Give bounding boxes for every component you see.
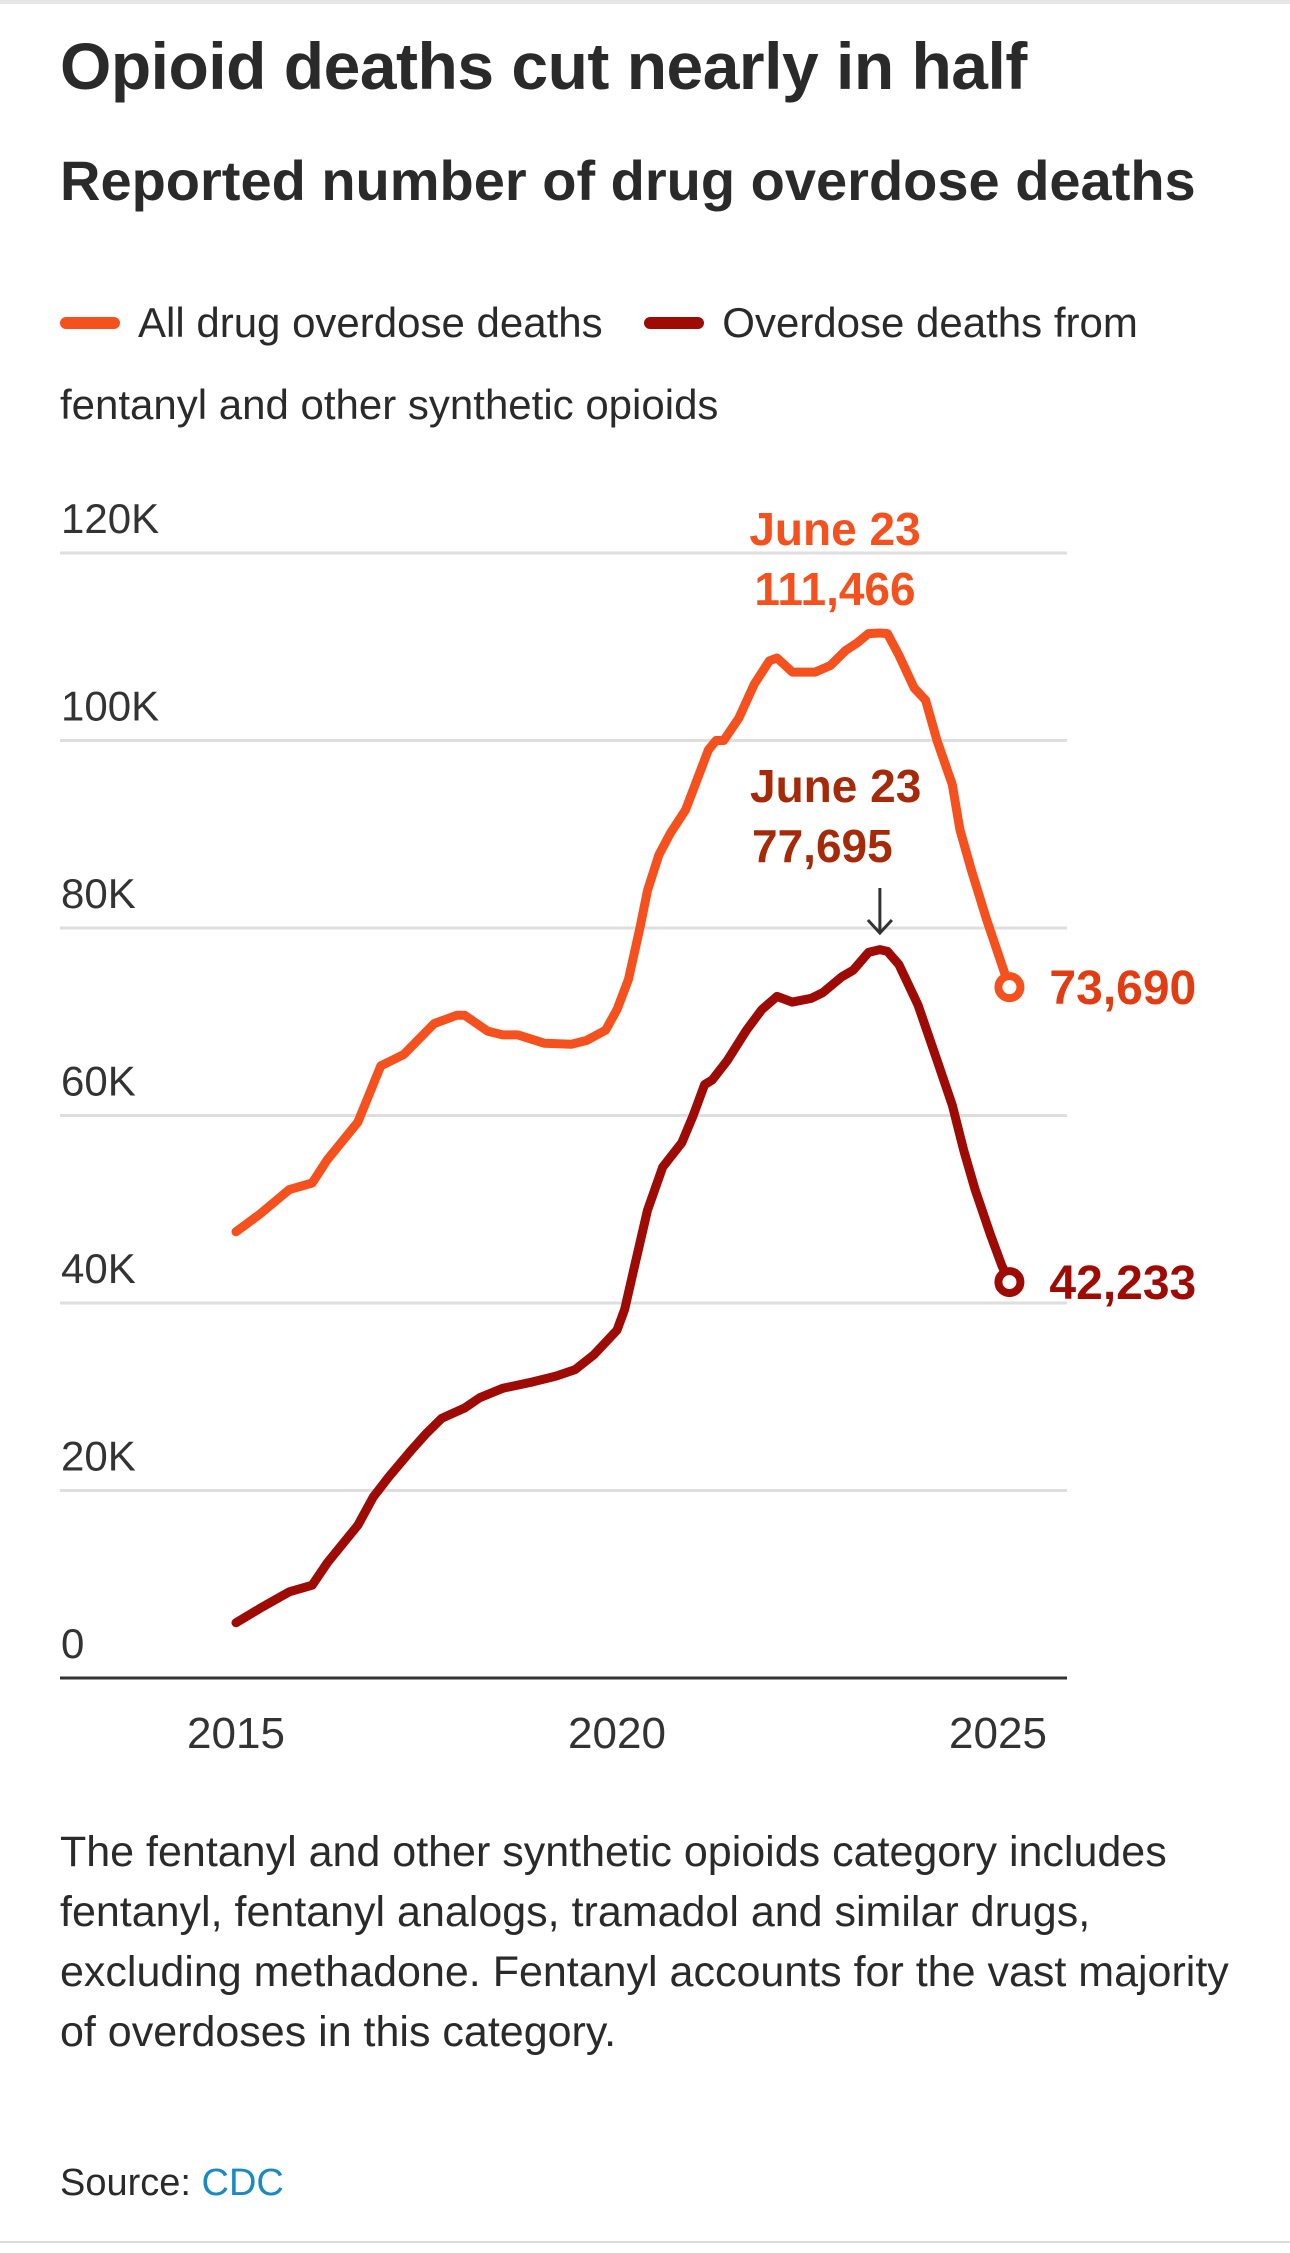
peak-value-label-all-drugs: 111,466 bbox=[754, 563, 915, 615]
y-tick-label: 80K bbox=[61, 870, 136, 917]
annotations: June 23 111,466 June 23 77,695 73,690 42,233 bbox=[746, 500, 1196, 1310]
chart-subtitle: Reported number of drug overdose deaths bbox=[60, 149, 1196, 212]
legend-label-synthetic-opioids: Overdose deaths from fentanyl and other … bbox=[60, 299, 1138, 428]
footnote: The fentanyl and other synthetic opioids… bbox=[60, 1828, 1229, 2056]
y-tick-label: 100K bbox=[61, 683, 159, 730]
legend: All drug overdose deaths Overdose deaths… bbox=[60, 282, 1240, 446]
source-prefix: Source: bbox=[60, 2162, 202, 2204]
x-tick-label: 2015 bbox=[187, 1709, 285, 1758]
y-axis-labels: 0 20K 40K 60K 80K 100K 120K bbox=[61, 495, 159, 1667]
y-tick-label: 40K bbox=[61, 1245, 136, 1292]
legend-item-synthetic-opioids: Overdose deaths from fentanyl and other … bbox=[60, 299, 1138, 428]
legend-swatch-all-drugs bbox=[60, 316, 120, 329]
chart-title: Opioid deaths cut nearly in half bbox=[60, 29, 1027, 103]
gridlines bbox=[60, 551, 1067, 1680]
endpoint-label-synthetic-opioids: 42,233 bbox=[1049, 1257, 1196, 1310]
legend-label-all-drugs: All drug overdose deaths bbox=[138, 299, 603, 346]
series-line-all-drugs bbox=[231, 628, 1014, 1237]
legend-item-all-drugs: All drug overdose deaths bbox=[60, 299, 603, 346]
x-axis-labels: 2015 2020 2025 bbox=[187, 1709, 1047, 1758]
endpoint-marker-synthetic-opioids bbox=[994, 1267, 1025, 1298]
arrow-down-icon bbox=[866, 888, 893, 936]
y-tick-label: 120K bbox=[61, 495, 159, 542]
top-border bbox=[0, 0, 1290, 4]
x-tick-label: 2020 bbox=[568, 1709, 666, 1758]
x-tick-label: 2025 bbox=[949, 1709, 1047, 1758]
peak-date-label-all-drugs: June 23 bbox=[749, 503, 920, 555]
arrow-head bbox=[866, 918, 893, 936]
endpoint-label-all-drugs: 73,690 bbox=[1049, 962, 1196, 1015]
line-chart: 0 20K 40K 60K 80K 100K 120K 2015 2020 2025 June … bbox=[60, 495, 1196, 1758]
peak-value-label-synthetic-opioids: 77,695 bbox=[752, 820, 893, 872]
bottom-divider bbox=[0, 2241, 1290, 2243]
series-lines bbox=[231, 628, 1014, 1628]
y-tick-label: 0 bbox=[61, 1620, 84, 1667]
y-tick-label: 60K bbox=[61, 1058, 136, 1105]
y-tick-label: 20K bbox=[61, 1433, 136, 1480]
series-line-synthetic-opioids bbox=[231, 945, 1014, 1628]
source-link-cdc[interactable]: CDC bbox=[201, 2162, 284, 2204]
endpoint-marker-all-drugs bbox=[994, 972, 1025, 1003]
legend-swatch-synthetic-opioids bbox=[644, 316, 705, 329]
source-line: Source: CDC bbox=[60, 2158, 284, 2208]
peak-date-label-synthetic-opioids: June 23 bbox=[750, 760, 921, 812]
